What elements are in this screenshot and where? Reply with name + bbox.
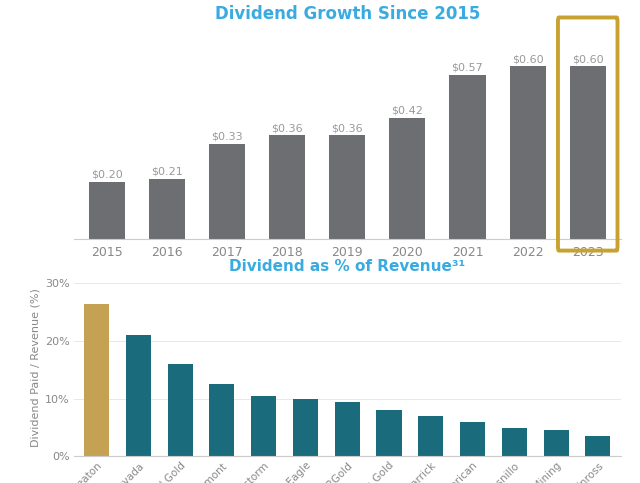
Bar — [449, 75, 486, 239]
Bar — [329, 135, 365, 239]
Text: $0.60: $0.60 — [572, 54, 604, 64]
Title: Dividend Growth Since 2015: Dividend Growth Since 2015 — [214, 5, 480, 23]
Bar — [418, 416, 444, 456]
Bar — [460, 422, 485, 456]
Text: $0.21: $0.21 — [151, 166, 182, 176]
Bar — [88, 182, 125, 239]
Bar — [126, 335, 151, 456]
Bar — [293, 399, 318, 456]
Text: $0.57: $0.57 — [452, 63, 483, 73]
Bar — [84, 304, 109, 456]
Text: $0.60: $0.60 — [512, 54, 543, 64]
Bar — [389, 118, 426, 239]
Bar — [502, 427, 527, 456]
Bar — [251, 396, 276, 456]
Y-axis label: Dividend Paid / Revenue (%): Dividend Paid / Revenue (%) — [31, 288, 40, 446]
Bar — [269, 135, 305, 239]
Bar — [509, 66, 546, 239]
Bar — [570, 66, 606, 239]
Bar — [168, 364, 193, 456]
Bar — [209, 384, 234, 456]
Text: $0.33: $0.33 — [211, 132, 243, 142]
Text: $0.36: $0.36 — [271, 123, 303, 133]
Text: $0.36: $0.36 — [332, 123, 363, 133]
Bar — [335, 402, 360, 456]
Bar — [586, 436, 611, 456]
Bar — [209, 144, 245, 239]
Text: $0.20: $0.20 — [91, 169, 122, 179]
Bar — [148, 179, 185, 239]
Bar — [543, 430, 568, 456]
Bar — [376, 411, 401, 456]
Title: Dividend as % of Revenue³¹: Dividend as % of Revenue³¹ — [229, 259, 465, 274]
Text: $0.42: $0.42 — [392, 106, 423, 116]
